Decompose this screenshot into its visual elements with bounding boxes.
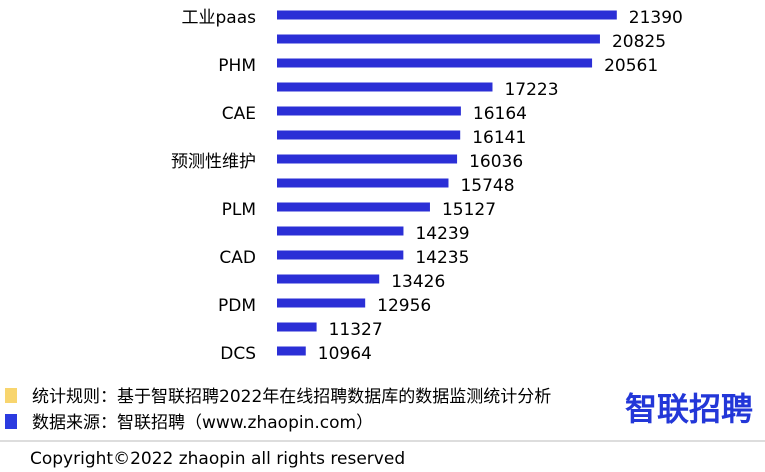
bar [277,298,366,308]
bar [277,346,306,356]
y-tick-label: DCS [220,344,256,364]
value-label: 12956 [377,296,431,316]
y-tick-label: PDM [218,296,256,316]
value-label: 16164 [473,104,527,124]
logo: 智联招聘 [625,390,753,428]
bar [277,34,600,44]
y-tick-label: CAE [222,104,256,124]
bar [277,178,449,188]
value-label: 20825 [612,32,666,52]
legend-swatch [5,388,17,403]
y-tick-label: CAD [219,248,256,268]
y-tick-label: 预测性维护 [171,152,256,172]
bar [277,10,617,20]
value-label: 14235 [415,248,469,268]
value-label: 16036 [469,152,523,172]
value-label: 13426 [391,272,445,292]
value-label: 17223 [504,80,558,100]
y-tick-label: PLM [222,200,256,220]
footer-note: 数据来源：智联招聘（www.zhaopin.com） [32,413,373,433]
bar [277,58,593,68]
copyright: Copyright©2022 zhaopin all rights reserv… [30,449,405,469]
y-tick-label: PHM [218,56,256,76]
value-label: 20561 [604,56,658,76]
bar [277,106,461,116]
value-label: 11327 [329,320,383,340]
y-tick-label: 工业paas [182,8,257,28]
footer-note: 统计规则：基于智联招聘2022年在线招聘数据库的数据监测统计分析 [32,387,551,407]
bar [277,226,404,236]
value-label: 15748 [460,176,514,196]
value-label: 21390 [629,8,683,28]
bar [277,82,493,92]
bar [277,322,317,332]
legend-swatch [5,414,17,429]
bar [277,274,380,284]
bar [277,154,458,164]
value-label: 14239 [415,224,469,244]
bar [277,130,461,140]
bar [277,202,430,212]
value-label: 15127 [442,200,496,220]
value-label: 10964 [318,344,372,364]
bar [277,250,404,260]
value-label: 16141 [472,128,526,148]
